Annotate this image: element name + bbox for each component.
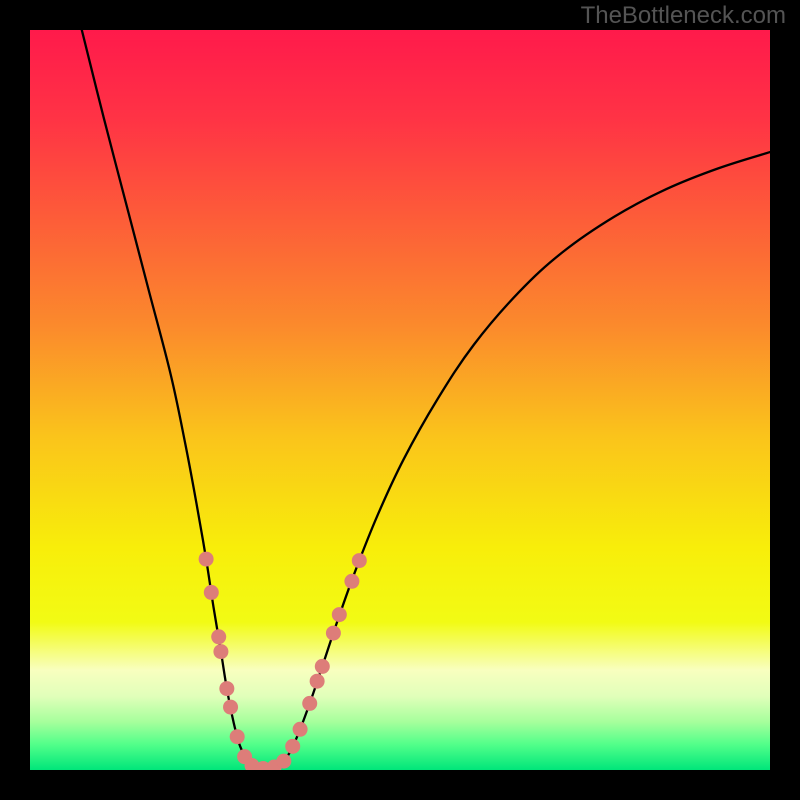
data-marker [315, 659, 330, 674]
data-marker [204, 585, 219, 600]
plot-svg [30, 30, 770, 770]
data-marker [310, 674, 325, 689]
data-marker [352, 553, 367, 568]
plot-area [30, 30, 770, 770]
data-marker [326, 626, 341, 641]
watermark-text: TheBottleneck.com [581, 2, 786, 30]
data-marker [302, 696, 317, 711]
data-marker [285, 739, 300, 754]
data-marker [276, 754, 291, 769]
data-marker [230, 729, 245, 744]
data-marker [219, 681, 234, 696]
data-marker [211, 629, 226, 644]
data-marker [344, 574, 359, 589]
data-marker [332, 607, 347, 622]
data-marker [293, 722, 308, 737]
chart-frame: TheBottleneck.com [0, 0, 800, 800]
gradient-background [30, 30, 770, 770]
data-marker [213, 644, 228, 659]
data-marker [199, 552, 214, 567]
data-marker [223, 700, 238, 715]
